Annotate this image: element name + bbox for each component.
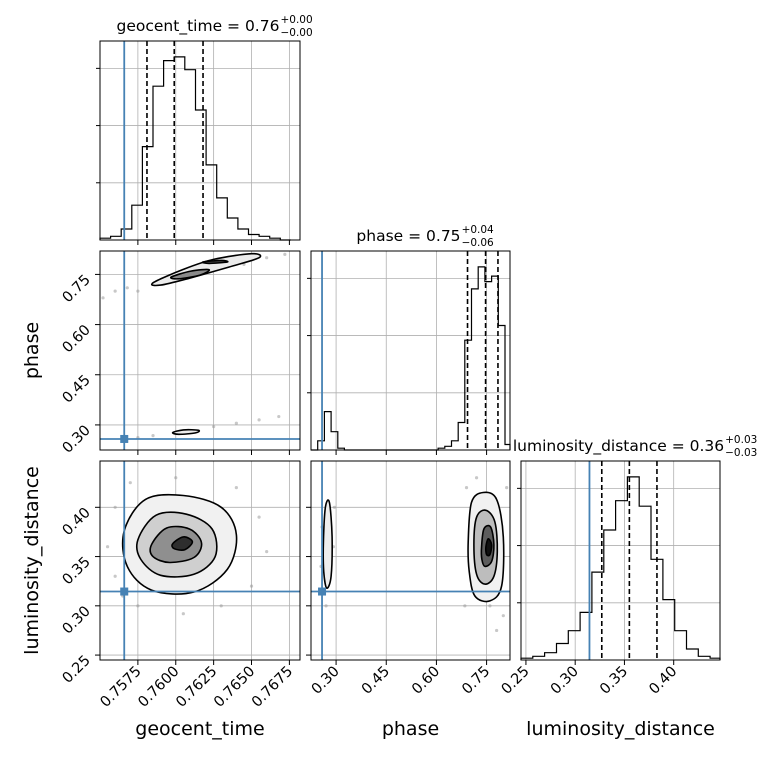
sample-point — [324, 604, 328, 608]
sample-point — [474, 476, 479, 480]
sample-point — [128, 481, 132, 485]
x-tick-label: 0.30 — [548, 664, 582, 698]
sample-point — [101, 296, 105, 300]
panel-hist-geocent_time: geocent_time = 0.76 +0.00−0.00 — [96, 14, 313, 245]
sample-point — [212, 424, 216, 429]
sample-point — [136, 604, 140, 608]
x-axis-label-phase: phase — [382, 718, 439, 740]
histogram-geocent_time — [99, 56, 291, 241]
sample-point — [501, 614, 505, 618]
sample-point — [113, 574, 117, 578]
histogram-luminosity_distance — [520, 476, 721, 660]
panel-hist-luminosity_distance: luminosity_distance = 0.36 +0.03−0.03 0.25… — [499, 434, 758, 740]
title-upper-error: +0.00 — [280, 14, 312, 26]
panel-geocent_time-vs-phase: 0.30 0.45 0.60 0.75 phase — [21, 250, 301, 457]
x-axis-label-geocent_time: geocent_time — [135, 718, 264, 740]
x-tick-label: 0.25 — [499, 664, 533, 698]
x-tick-label: 0.30 — [309, 664, 343, 698]
sample-point — [174, 476, 178, 480]
x-tick-label: 0.60 — [409, 664, 443, 698]
sample-point — [151, 434, 155, 438]
y-axis-label-phase: phase — [21, 322, 43, 379]
sample-point — [332, 505, 337, 509]
panel-title: luminosity_distance = 0.36 — [513, 437, 724, 456]
contour-level-0 — [322, 499, 333, 589]
sample-point — [505, 485, 509, 490]
contour-level-1 — [169, 268, 211, 280]
sample-point — [136, 289, 140, 293]
sample-point — [463, 604, 467, 608]
y-axis-label-luminosity_distance: luminosity_distance — [21, 466, 43, 655]
contour-level-3 — [171, 428, 201, 436]
x-tick-label: 0.7600 — [135, 664, 182, 711]
sample-point — [495, 628, 499, 633]
sample-point — [113, 289, 117, 293]
x-tick-label: 0.45 — [359, 664, 393, 698]
y-tick-label: 0.35 — [60, 554, 94, 588]
truth-marker — [120, 434, 129, 443]
title-luminosity_distance: luminosity_distance = 0.36 +0.03−0.03 — [513, 434, 757, 459]
panel-frame — [310, 460, 511, 661]
sample-point — [113, 505, 117, 509]
sample-point — [488, 604, 492, 608]
sample-point — [219, 604, 223, 608]
panel-title: geocent_time = 0.76 — [117, 17, 280, 36]
panel-hist-phase: phase = 0.75 +0.04−0.06 — [307, 224, 511, 455]
title-lower-error: −0.03 — [725, 447, 757, 459]
sample-point — [265, 256, 269, 260]
title-lower-error: −0.06 — [462, 237, 494, 249]
sample-point — [265, 550, 269, 554]
panel-frame — [520, 460, 721, 661]
x-tick-label: 0.75 — [459, 664, 493, 698]
y-tick-label: 0.60 — [60, 322, 94, 356]
title-upper-error: +0.04 — [462, 224, 494, 236]
sample-point — [257, 418, 261, 422]
panel-frame — [99, 40, 301, 241]
truth-marker — [120, 587, 129, 596]
sample-point — [464, 485, 469, 490]
y-tick-label: 0.75 — [60, 272, 94, 306]
contour-level-2 — [201, 259, 229, 265]
truth-marker — [318, 587, 327, 596]
x-tick-label: 0.7575 — [98, 664, 145, 711]
x-axis-label-luminosity_distance: luminosity_distance — [526, 718, 715, 740]
sample-point — [125, 286, 129, 290]
y-tick-label: 0.25 — [60, 653, 94, 687]
title-phase: phase = 0.75 +0.04−0.06 — [356, 224, 494, 249]
sample-point — [249, 584, 254, 588]
sample-point — [283, 252, 287, 256]
contour-level-4 — [484, 538, 493, 557]
y-tick-label: 0.30 — [60, 422, 94, 456]
panel-phase-vs-luminosity_distance: 0.30 0.45 0.60 0.75 phase — [306, 460, 511, 740]
sample-point — [277, 414, 281, 419]
title-lower-error: −0.00 — [280, 27, 312, 39]
x-tick-label: 0.40 — [646, 664, 680, 698]
title-geocent_time: geocent_time = 0.76 +0.00−0.00 — [117, 14, 313, 39]
panel-frame — [99, 460, 301, 661]
x-tick-label: 0.7675 — [249, 664, 296, 711]
panel-title: phase = 0.75 — [356, 227, 460, 245]
y-tick-label: 0.30 — [60, 603, 94, 637]
sample-point — [105, 545, 110, 549]
contour-level-3 — [171, 536, 194, 551]
sample-point — [234, 421, 238, 425]
x-tick-label: 0.35 — [597, 664, 631, 698]
y-tick-label: 0.40 — [60, 505, 94, 539]
x-tick-label: 0.7650 — [211, 664, 258, 711]
panel-frame — [310, 250, 511, 451]
y-tick-label: 0.45 — [60, 372, 94, 406]
histogram-phase — [311, 266, 511, 451]
x-tick-label: 0.7625 — [173, 664, 220, 711]
sample-point — [181, 612, 185, 616]
sample-point — [234, 485, 238, 490]
title-upper-error: +0.03 — [725, 434, 757, 446]
sample-point — [257, 515, 261, 519]
panel-frame — [99, 250, 301, 451]
